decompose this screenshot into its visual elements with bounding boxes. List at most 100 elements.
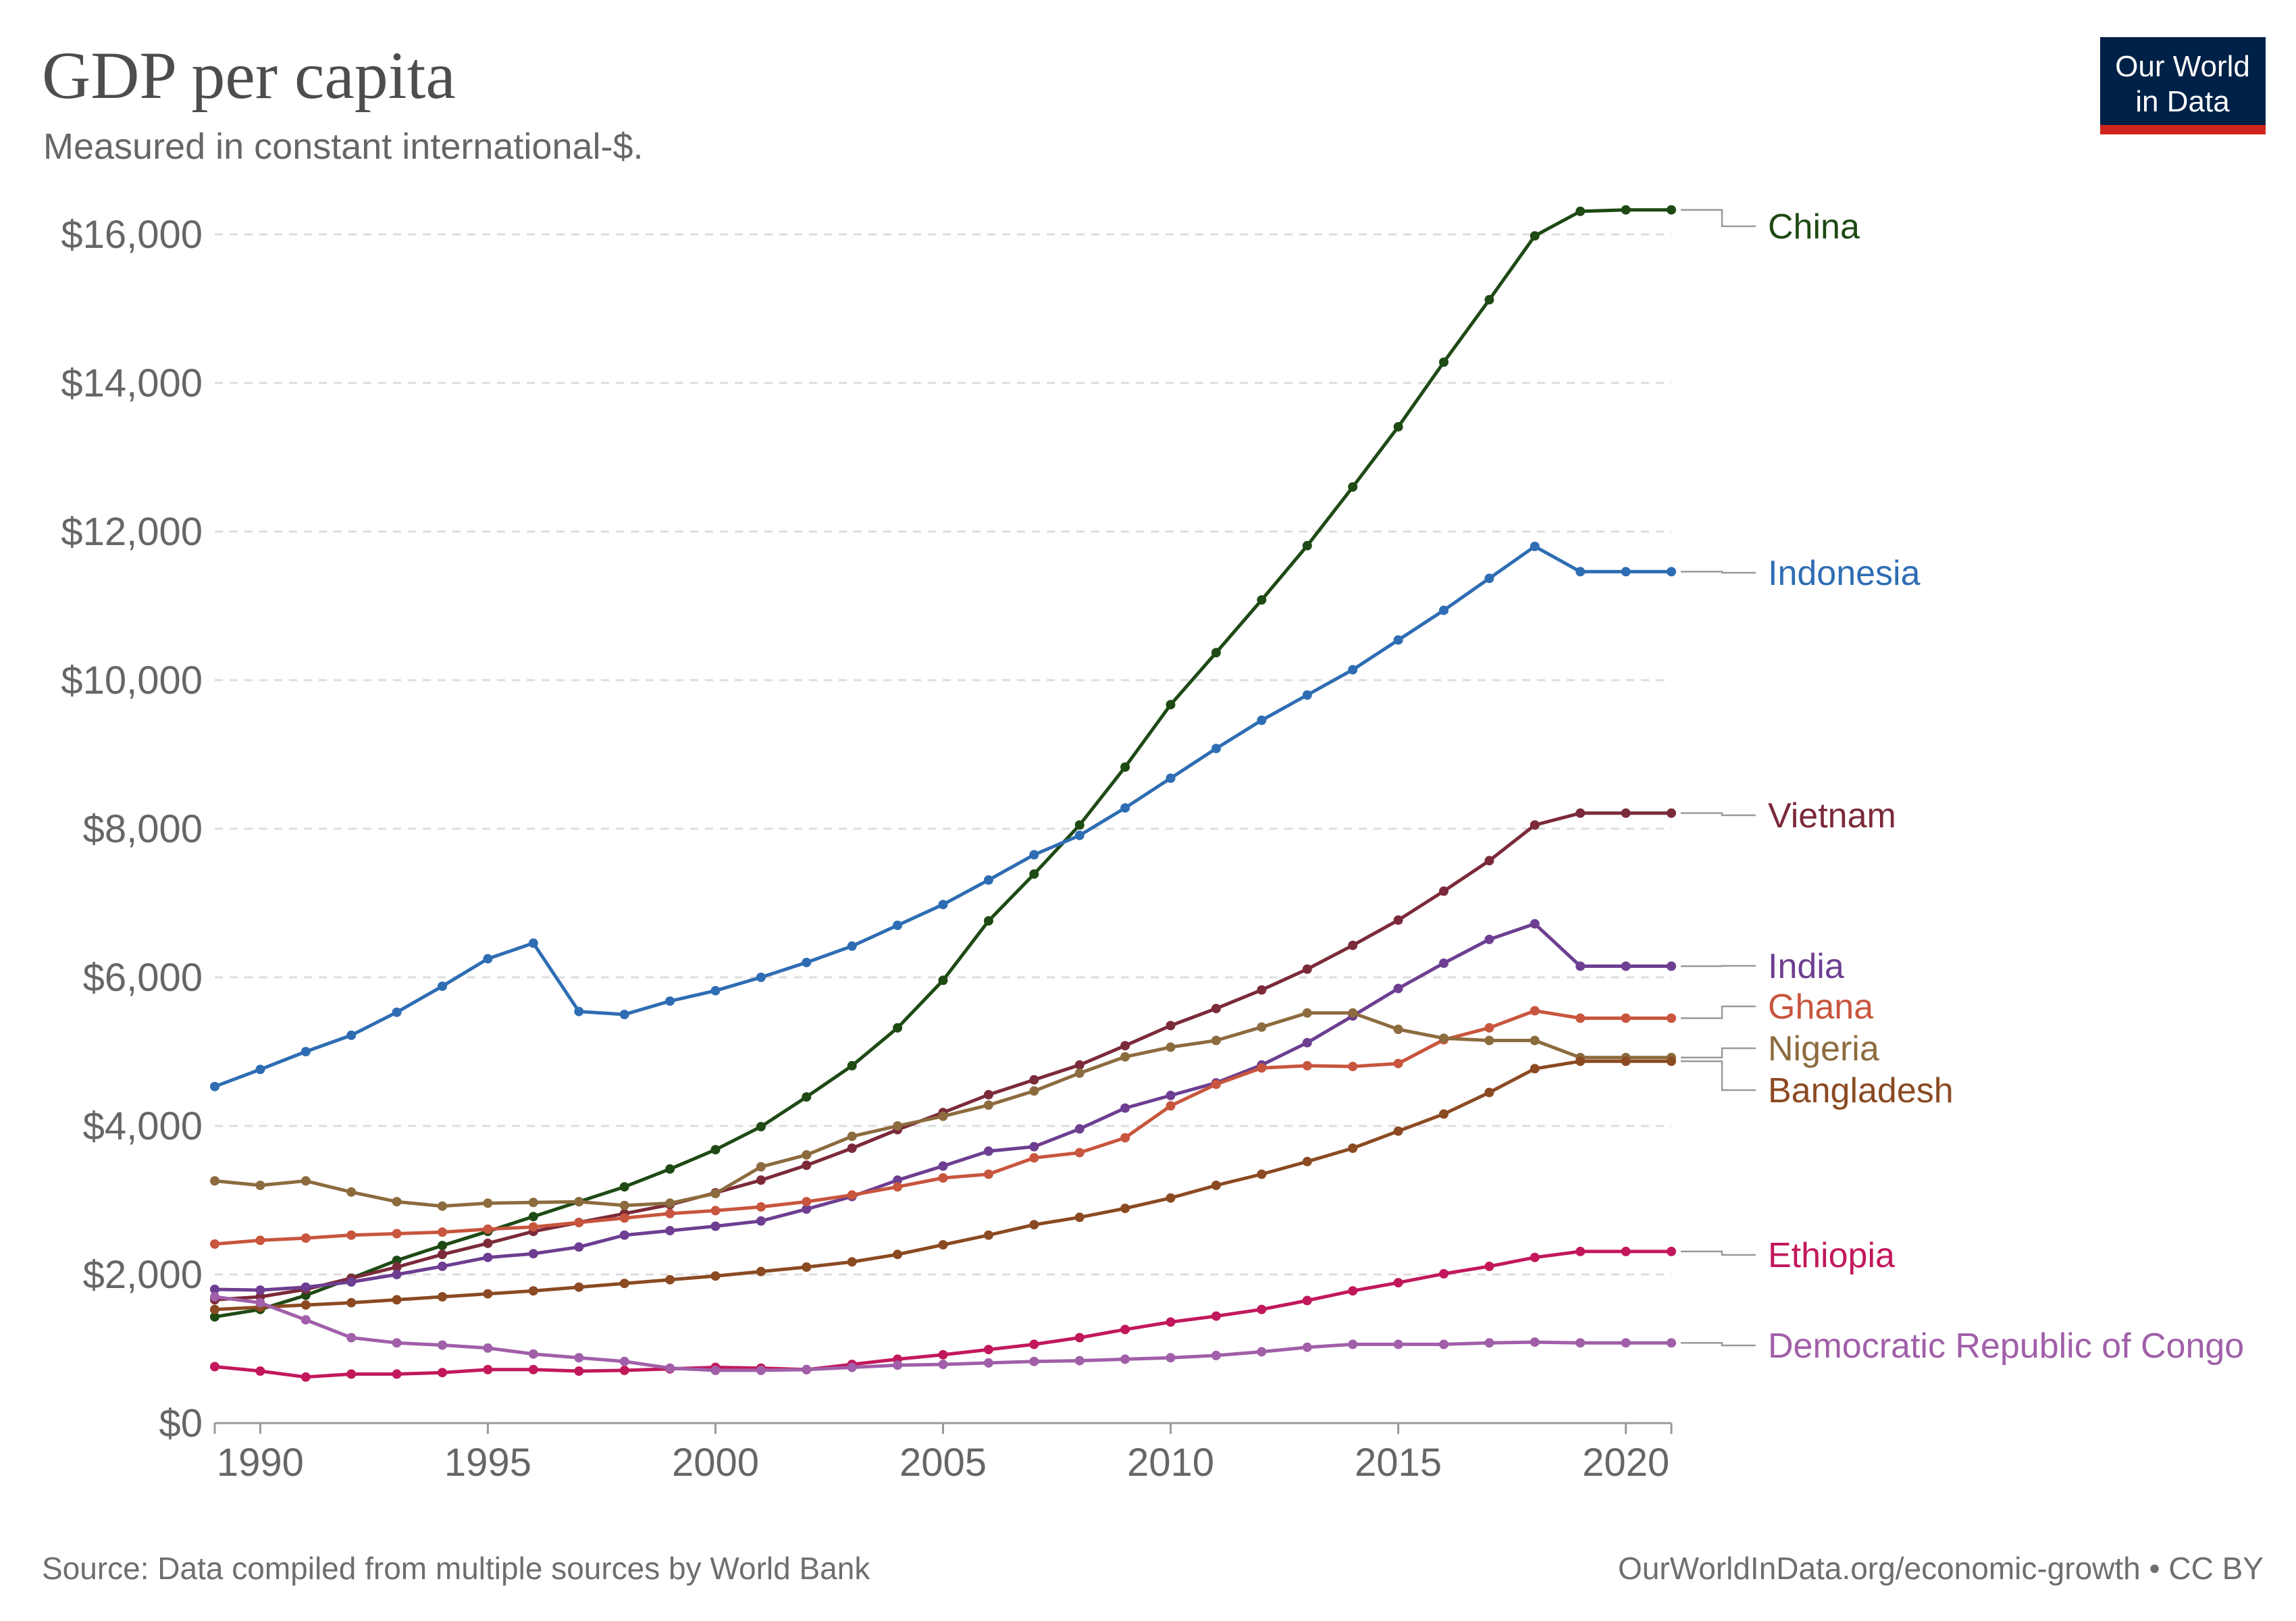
data-point[interactable] [802, 1092, 812, 1102]
data-point[interactable] [438, 1250, 447, 1260]
data-point[interactable] [983, 1169, 993, 1179]
data-point[interactable] [528, 938, 538, 948]
data-point[interactable] [438, 1261, 447, 1271]
data-point[interactable] [1211, 648, 1221, 658]
data-point[interactable] [893, 921, 903, 930]
data-point[interactable] [1575, 1338, 1586, 1348]
data-point[interactable] [847, 1143, 857, 1153]
data-point[interactable] [1439, 605, 1449, 615]
data-point[interactable] [1348, 1062, 1358, 1071]
data-point[interactable] [1530, 231, 1540, 241]
data-point[interactable] [1439, 357, 1449, 367]
data-point[interactable] [983, 1345, 993, 1355]
data-point[interactable] [619, 1213, 629, 1223]
data-point[interactable] [710, 1145, 721, 1155]
data-point[interactable] [1530, 1006, 1540, 1016]
data-point[interactable] [301, 1282, 311, 1292]
data-point[interactable] [665, 1226, 675, 1236]
data-point[interactable] [1393, 421, 1403, 432]
data-point[interactable] [1166, 1317, 1176, 1327]
data-point[interactable] [756, 1162, 766, 1172]
data-point[interactable] [1393, 915, 1403, 925]
data-point[interactable] [210, 1292, 219, 1302]
data-point[interactable] [574, 1197, 584, 1207]
data-point[interactable] [1575, 1013, 1586, 1023]
data-point[interactable] [1029, 1339, 1039, 1349]
data-point[interactable] [392, 1369, 402, 1379]
data-point[interactable] [665, 996, 675, 1006]
data-point[interactable] [1257, 595, 1267, 605]
data-point[interactable] [619, 1365, 629, 1375]
data-point[interactable] [1120, 1052, 1130, 1062]
data-point[interactable] [938, 900, 948, 910]
data-point[interactable] [255, 1064, 265, 1075]
data-point[interactable] [710, 1189, 721, 1199]
data-point[interactable] [392, 1270, 402, 1279]
series-label-indonesia[interactable]: Indonesia [1768, 554, 1921, 593]
data-point[interactable] [1166, 773, 1176, 783]
data-point[interactable] [483, 1224, 493, 1234]
data-point[interactable] [1302, 1037, 1312, 1048]
data-point[interactable] [938, 1173, 948, 1183]
data-point[interactable] [665, 1164, 675, 1174]
series-label-nigeria[interactable]: Nigeria [1768, 1029, 1879, 1069]
data-point[interactable] [1120, 1324, 1130, 1335]
data-point[interactable] [1029, 1141, 1039, 1152]
data-point[interactable] [1348, 1286, 1358, 1296]
data-point[interactable] [1120, 1354, 1130, 1364]
data-point[interactable] [483, 1238, 493, 1248]
data-point[interactable] [392, 1229, 402, 1239]
data-point[interactable] [1074, 820, 1085, 830]
data-point[interactable] [1257, 1169, 1267, 1179]
data-point[interactable] [1484, 294, 1494, 305]
data-point[interactable] [1348, 1339, 1358, 1349]
data-point[interactable] [210, 1304, 219, 1314]
data-point[interactable] [1667, 961, 1676, 971]
data-point[interactable] [574, 1006, 584, 1017]
data-point[interactable] [1667, 1338, 1676, 1348]
data-point[interactable] [1120, 1041, 1130, 1051]
data-point[interactable] [619, 1230, 629, 1240]
data-point[interactable] [210, 1176, 219, 1186]
data-point[interactable] [1029, 1220, 1039, 1230]
data-point[interactable] [1120, 762, 1130, 772]
data-point[interactable] [255, 1297, 265, 1308]
data-point[interactable] [1393, 983, 1403, 994]
series-nigeria[interactable] [210, 1008, 1676, 1211]
data-point[interactable] [802, 958, 812, 967]
data-point[interactable] [1211, 744, 1221, 754]
data-point[interactable] [528, 1349, 538, 1359]
data-point[interactable] [1530, 1252, 1540, 1262]
data-point[interactable] [983, 1358, 993, 1368]
data-point[interactable] [1257, 1063, 1267, 1073]
data-point[interactable] [574, 1242, 584, 1252]
data-point[interactable] [1484, 1035, 1494, 1046]
data-point[interactable] [983, 1230, 993, 1240]
data-point[interactable] [210, 1239, 219, 1249]
data-point[interactable] [392, 1262, 402, 1272]
data-point[interactable] [1348, 482, 1358, 492]
data-point[interactable] [1393, 1058, 1403, 1069]
data-point[interactable] [1667, 1056, 1676, 1066]
data-point[interactable] [938, 1360, 948, 1370]
data-point[interactable] [392, 1256, 402, 1266]
data-point[interactable] [893, 1250, 903, 1260]
data-point[interactable] [210, 1362, 219, 1372]
data-point[interactable] [710, 1271, 721, 1281]
data-point[interactable] [1575, 567, 1586, 577]
data-point[interactable] [710, 1221, 721, 1231]
data-point[interactable] [438, 981, 447, 992]
data-point[interactable] [756, 1365, 766, 1375]
data-point[interactable] [483, 1198, 493, 1208]
data-point[interactable] [1166, 1090, 1176, 1100]
data-point[interactable] [1393, 635, 1403, 645]
data-point[interactable] [1302, 1342, 1312, 1352]
data-point[interactable] [710, 1365, 721, 1375]
data-point[interactable] [438, 1227, 447, 1237]
data-point[interactable] [1621, 1013, 1631, 1023]
data-point[interactable] [1621, 205, 1631, 215]
data-point[interactable] [301, 1315, 311, 1325]
data-point[interactable] [346, 1187, 357, 1197]
data-point[interactable] [983, 1100, 993, 1110]
data-point[interactable] [938, 1349, 948, 1360]
